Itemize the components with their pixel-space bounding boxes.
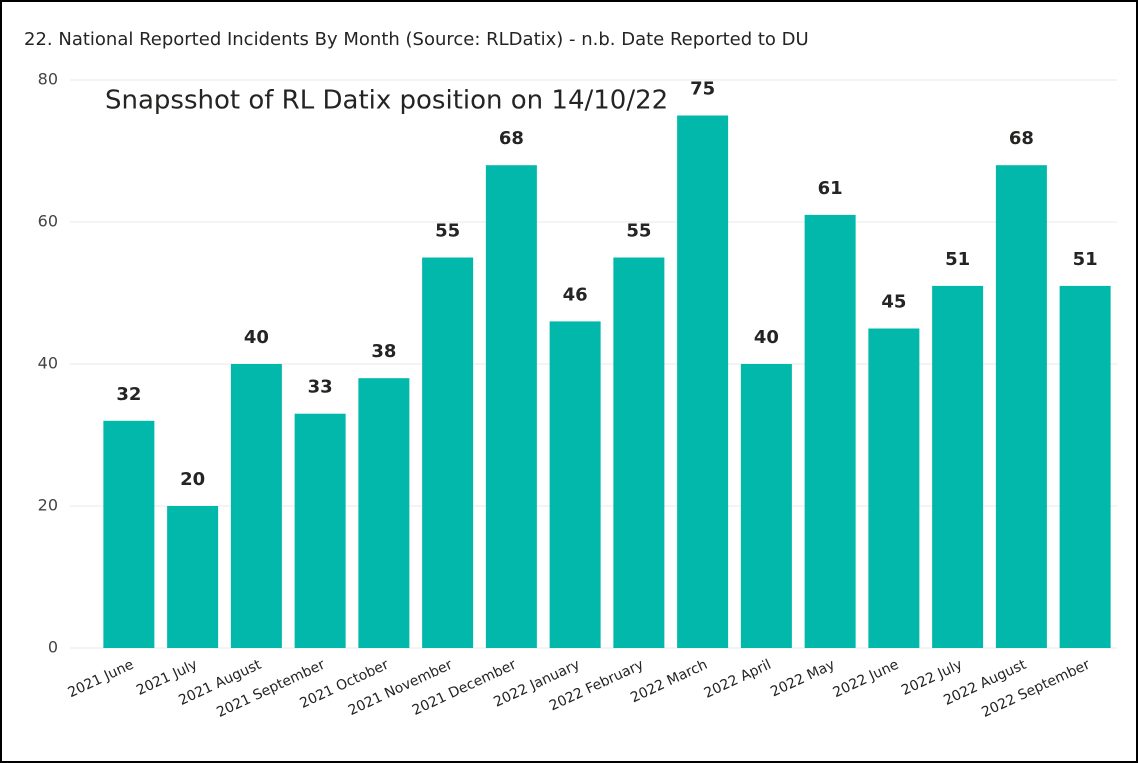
data-label: 55 [626,221,651,242]
bar [1059,285,1111,648]
data-label: 38 [371,341,396,362]
y-tick-label: 40 [38,354,58,373]
y-tick-label: 0 [48,638,58,657]
data-label: 68 [499,128,524,149]
y-tick-label: 80 [38,70,58,89]
bar [167,506,219,648]
data-label: 55 [435,221,460,242]
data-label: 75 [690,79,715,100]
data-label: 61 [818,178,843,199]
data-label: 46 [563,284,588,305]
annotation: Snapsshot of RL Datix position on 14/10/… [105,86,668,116]
y-tick-label: 20 [38,496,58,515]
bar [868,328,920,648]
bar [613,257,665,648]
chart-title: 22. National Reported Incidents By Month… [24,29,809,50]
bar [230,364,282,648]
bar [740,364,792,648]
bar [995,165,1047,648]
y-tick-label: 60 [38,212,58,231]
data-label: 45 [881,292,906,313]
data-label: 40 [244,327,269,348]
data-label: 40 [754,327,779,348]
bar [677,115,729,648]
data-label: 32 [116,384,141,405]
data-label: 51 [945,249,970,270]
bar [422,257,474,648]
data-label: 68 [1009,128,1034,149]
bar [103,420,155,648]
bar [294,413,346,648]
bar [804,214,856,648]
data-label: 51 [1073,249,1098,270]
bar [549,321,601,648]
data-label: 33 [308,377,333,398]
bar [932,285,984,648]
bar [358,378,410,648]
data-label: 20 [180,469,205,490]
bar [485,165,537,648]
